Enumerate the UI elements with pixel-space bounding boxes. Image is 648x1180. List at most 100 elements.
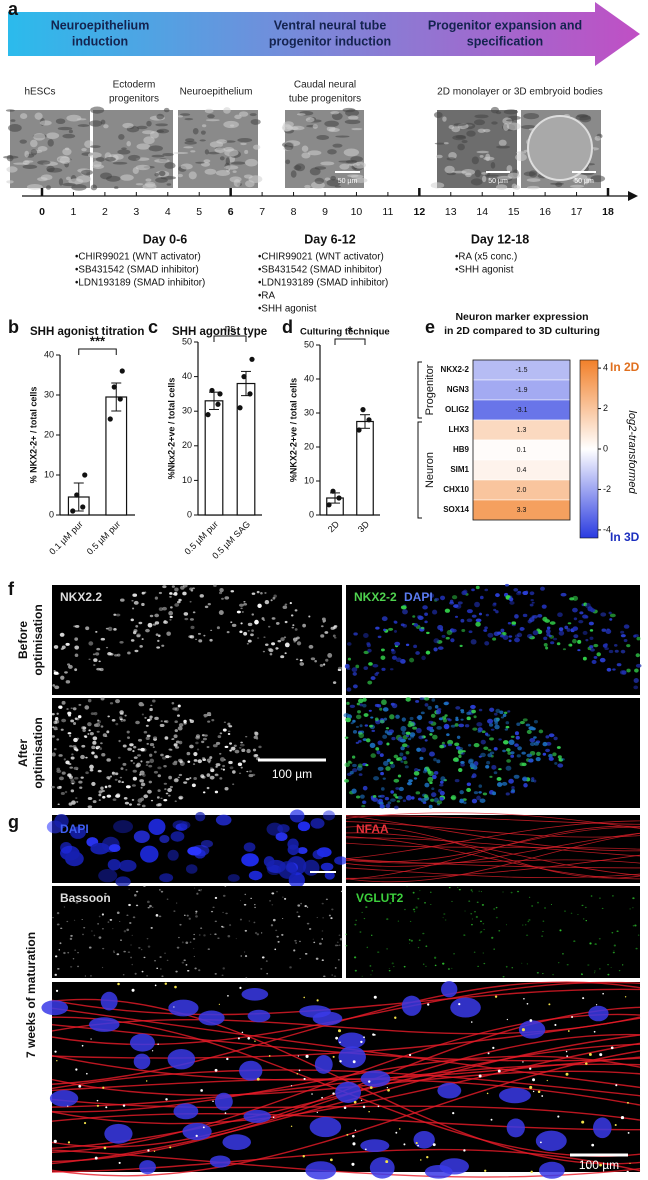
y-axis-label: %NKX2-2+ve / total cells (288, 378, 298, 482)
fiber (345, 826, 641, 879)
cell (593, 656, 598, 659)
cell (58, 705, 63, 709)
cell (143, 794, 149, 799)
cell (510, 751, 515, 755)
cell (410, 939, 413, 942)
cell (193, 759, 198, 762)
cell (591, 659, 597, 664)
cell (113, 628, 117, 631)
cell (171, 585, 175, 588)
cell (330, 917, 333, 920)
cell (429, 726, 434, 730)
cell (389, 714, 395, 720)
synapse (567, 1030, 570, 1032)
cell (177, 776, 180, 779)
image-background (346, 886, 640, 978)
cell (633, 634, 637, 638)
cell (258, 745, 262, 749)
cell-texture (435, 154, 443, 159)
cell-value: 3.3 (517, 507, 527, 514)
cell-texture (550, 182, 564, 186)
cell (455, 746, 461, 750)
cell (243, 951, 246, 953)
cell (284, 603, 288, 606)
cell (460, 711, 465, 714)
protocol-item: •LDN193189 (SMAD inhibitor) (75, 278, 205, 289)
synapse (566, 1055, 569, 1058)
cell (87, 805, 93, 809)
cell-texture (461, 139, 468, 144)
cell (108, 784, 112, 788)
cell (91, 745, 96, 750)
cell-texture (327, 149, 337, 155)
cell-texture (103, 124, 109, 129)
cell (434, 705, 439, 709)
cell-texture (324, 177, 331, 181)
cell (393, 966, 395, 968)
cell (153, 750, 157, 754)
cell (99, 747, 103, 750)
synapse (492, 1046, 495, 1050)
channel-label: DAPI (60, 822, 89, 836)
cell (193, 887, 196, 889)
colorbar-label: log2-transformed (626, 410, 638, 494)
cell (139, 645, 143, 648)
cell (257, 603, 262, 609)
cell (460, 618, 465, 623)
cell-texture (234, 114, 242, 120)
synapse (55, 989, 59, 992)
cell (527, 758, 534, 763)
nucleus (588, 1005, 609, 1022)
nucleus (518, 1020, 546, 1039)
synapse (153, 1150, 156, 1152)
cell (149, 758, 155, 764)
cell (281, 933, 284, 936)
cell (271, 617, 276, 620)
stage-title: Ventral neural tube (274, 18, 387, 32)
cell (208, 761, 211, 764)
fiber (345, 832, 641, 867)
cell (589, 629, 594, 632)
fiber (345, 859, 641, 864)
cell (405, 697, 411, 702)
cell (318, 942, 322, 945)
cell (114, 654, 118, 657)
cell (439, 780, 444, 784)
cell (100, 697, 105, 701)
cell (261, 956, 265, 959)
cell (106, 758, 111, 762)
cell (95, 652, 100, 656)
cell (135, 904, 139, 907)
cell (522, 718, 528, 722)
cell (203, 634, 206, 637)
cell (66, 708, 69, 710)
cell (61, 645, 66, 649)
cell (519, 721, 525, 725)
cell (389, 668, 394, 671)
cell (131, 600, 134, 602)
cell (73, 766, 79, 770)
cell (199, 889, 202, 892)
cell (191, 783, 196, 788)
cell (244, 893, 247, 896)
cell (315, 957, 319, 960)
synapse (537, 1090, 541, 1094)
cell (158, 607, 164, 611)
cell (398, 786, 404, 792)
cell (470, 704, 476, 709)
cell-texture (87, 152, 102, 158)
cell (358, 773, 363, 776)
cell-texture (443, 142, 449, 145)
row-label: NKX2-2 (441, 365, 470, 374)
synapse (241, 1031, 244, 1034)
cell (141, 638, 144, 640)
cell (522, 924, 524, 926)
cell (401, 731, 406, 735)
cell (70, 966, 73, 968)
cell (244, 856, 259, 865)
cell (550, 641, 555, 645)
cell (478, 784, 483, 788)
cell (195, 811, 206, 822)
cell (582, 656, 587, 661)
cell (116, 953, 120, 956)
